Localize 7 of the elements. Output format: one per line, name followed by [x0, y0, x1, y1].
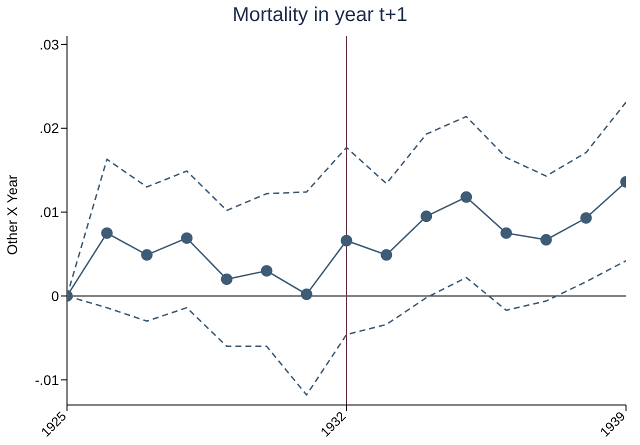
y-tick-label: -.01 — [34, 372, 60, 388]
y-tick-label: .01 — [40, 204, 60, 220]
y-tick-label: 0 — [51, 288, 60, 304]
y-tick-label: .02 — [40, 120, 60, 136]
y-tick-label: .03 — [40, 36, 60, 52]
y-axis-title: Other X Year — [4, 174, 20, 255]
chart-title: Mortality in year t+1 — [231, 4, 409, 27]
